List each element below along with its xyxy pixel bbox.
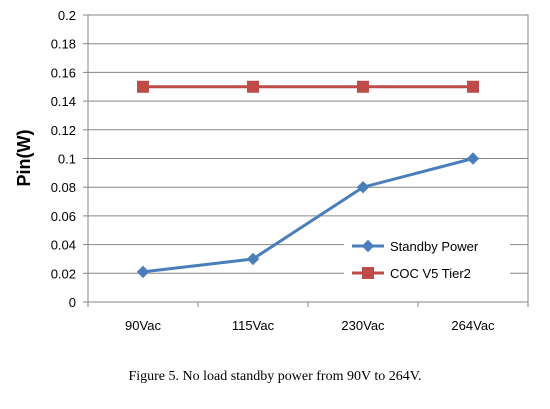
data-point bbox=[246, 252, 260, 266]
y-tick-label: 0.04 bbox=[51, 238, 76, 253]
x-tick-label: 230Vac bbox=[341, 318, 385, 333]
legend-item: COC V5 Tier2 bbox=[352, 266, 471, 281]
y-tick-label: 0.18 bbox=[51, 37, 76, 52]
series-2 bbox=[137, 80, 479, 93]
data-point bbox=[466, 152, 480, 165]
data-point bbox=[247, 80, 259, 93]
series-line bbox=[142, 157, 474, 274]
series-1 bbox=[136, 152, 480, 279]
y-axis-ticks: 0 0.02 0.04 0.06 0.08 0.1 0.12 0.14 0.16 0.18 0.2 bbox=[51, 8, 88, 310]
x-axis-ticks: 90Vac 115Vac 230Vac 264Vac bbox=[87, 302, 529, 333]
y-tick-label: 0.06 bbox=[51, 209, 76, 224]
y-tick-label: 0.1 bbox=[58, 152, 76, 167]
y-axis-label: Pin(W) bbox=[14, 130, 34, 187]
series-layer bbox=[136, 80, 480, 279]
y-tick-label: 0.2 bbox=[58, 8, 76, 23]
data-point bbox=[356, 180, 370, 194]
legend-label: Standby Power bbox=[390, 239, 479, 254]
data-point bbox=[467, 80, 479, 93]
x-tick-label: 115Vac bbox=[232, 318, 275, 333]
y-tick-label: 0.08 bbox=[51, 180, 76, 195]
y-tick-label: 0.12 bbox=[51, 123, 76, 138]
y-tick-label: 0 bbox=[69, 295, 76, 310]
data-point bbox=[357, 80, 369, 93]
legend-item: Standby Power bbox=[352, 239, 479, 254]
legend: Standby Power COC V5 Tier2 bbox=[344, 228, 510, 286]
y-tick-label: 0.16 bbox=[51, 65, 76, 80]
line-chart: 00.020.040.060.080.10.120.140.160.180.2 … bbox=[14, 8, 529, 333]
legend-marker bbox=[361, 239, 375, 253]
data-point bbox=[136, 265, 150, 279]
legend-label: COC V5 Tier2 bbox=[390, 266, 471, 281]
figure-caption: Figure 5. No load standby power from 90V… bbox=[128, 369, 422, 384]
x-tick-label: 90Vac bbox=[125, 318, 161, 333]
legend-marker bbox=[362, 267, 374, 279]
y-tick-label: 0.02 bbox=[51, 266, 76, 281]
x-tick-label: 264Vac bbox=[451, 318, 495, 333]
y-tick-label: 0.14 bbox=[51, 94, 76, 109]
data-point bbox=[137, 80, 149, 93]
